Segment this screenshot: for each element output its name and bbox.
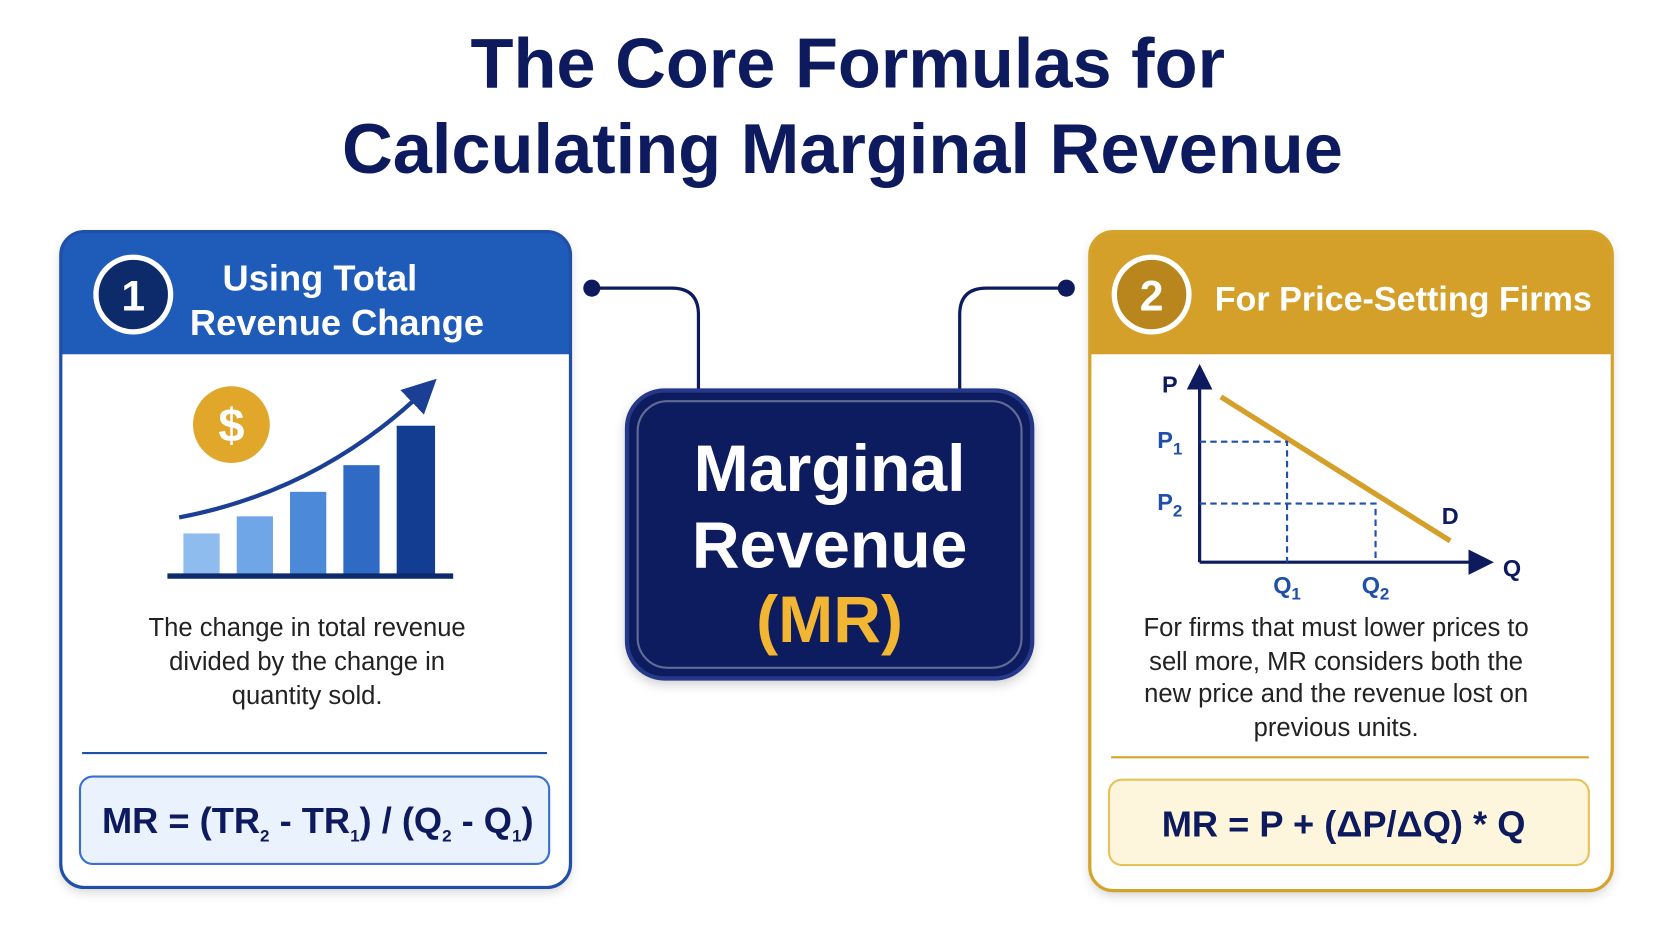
formula-part: - Q <box>452 800 512 841</box>
number-badge <box>1111 254 1192 335</box>
label-main: Q <box>1273 572 1291 598</box>
card-number: 2 <box>1140 273 1164 321</box>
description-line: new price and the revenue lost on <box>1144 680 1528 708</box>
icon-bar <box>396 425 436 577</box>
title-line: The Core Formulas for <box>470 24 1225 103</box>
title-line: Calculating Marginal Revenue <box>342 109 1343 188</box>
center-text: Marginal <box>694 432 966 506</box>
x-axis-label: Q <box>1503 555 1521 581</box>
label-main: P <box>1157 489 1173 515</box>
center-bg <box>624 388 1035 681</box>
icon-bar <box>343 465 380 577</box>
demand-graph: P Q D P1 P2 Q1 Q2 <box>1157 363 1521 604</box>
description-line: quantity sold. <box>232 682 383 710</box>
center-abbreviation: (MR) <box>756 583 903 657</box>
formula-part: ) / (Q <box>360 800 443 841</box>
description-line: For firms that must lower prices to <box>1144 614 1529 642</box>
center-text: Revenue <box>692 509 968 583</box>
formula-part: - TR <box>270 800 351 841</box>
icon-arrow <box>178 378 437 520</box>
connector <box>958 286 1067 391</box>
curve-label: D <box>1442 503 1459 529</box>
center-box: Marginal Revenue (MR) <box>624 388 1035 681</box>
growth-icon: $ <box>167 378 454 579</box>
price-label: P2 <box>1157 489 1182 520</box>
icon-symbol: $ <box>218 400 244 452</box>
description-line: divided by the change in <box>169 648 445 676</box>
formula-subscript: 1 <box>350 827 359 846</box>
connector-dot <box>583 279 601 297</box>
center-inner-border <box>636 400 1023 669</box>
connector <box>591 286 701 391</box>
card-border <box>59 230 573 890</box>
quantity-label: Q2 <box>1362 572 1390 603</box>
formula: MR = P + (ΔP/ΔQ) * Q <box>1162 803 1526 844</box>
description-line: previous units. <box>1254 714 1419 742</box>
card: 1 Using Total Revenue Change $ The chang… <box>59 230 573 890</box>
guide-lines <box>1199 440 1377 563</box>
connector-dot <box>1057 279 1075 297</box>
quantity-label: Q1 <box>1273 572 1301 603</box>
icon-bar <box>290 491 327 577</box>
formula-box <box>1107 778 1590 867</box>
card-border <box>1088 230 1614 893</box>
card: 2 For Price-Setting Firms P Q D P1 P2 Q1… <box>1088 230 1614 893</box>
card-heading: Using Total <box>223 257 418 298</box>
label-main: P <box>1157 427 1173 453</box>
formula-subscript: 2 <box>442 827 451 846</box>
icon-bar <box>183 533 220 577</box>
icon-bar <box>236 516 273 577</box>
number-badge <box>93 254 174 335</box>
price-label: P1 <box>1157 427 1182 458</box>
label-subscript: 1 <box>1173 440 1182 459</box>
demand-curve <box>1219 394 1452 544</box>
formula-subscript: 1 <box>512 827 521 846</box>
label-subscript: 2 <box>1380 585 1389 604</box>
card-number: 1 <box>121 273 145 321</box>
formula: MR = (TR2 - TR1) / (Q2 - Q1) <box>102 800 534 846</box>
y-axis-label: P <box>1162 372 1178 398</box>
formula-part: ) <box>522 800 534 841</box>
formula-box <box>78 775 551 866</box>
description-line: The change in total revenue <box>149 614 466 642</box>
label-subscript: 1 <box>1291 585 1300 604</box>
icon-coin <box>193 386 270 464</box>
description-line: sell more, MR considers both the <box>1149 648 1523 676</box>
card-heading: Revenue Change <box>190 302 484 343</box>
label-main: Q <box>1362 572 1380 598</box>
card-heading: For Price-Setting Firms <box>1215 281 1592 319</box>
label-subscript: 2 <box>1173 501 1182 520</box>
formula-part: MR = (TR <box>102 800 260 841</box>
formula-subscript: 2 <box>260 827 269 846</box>
